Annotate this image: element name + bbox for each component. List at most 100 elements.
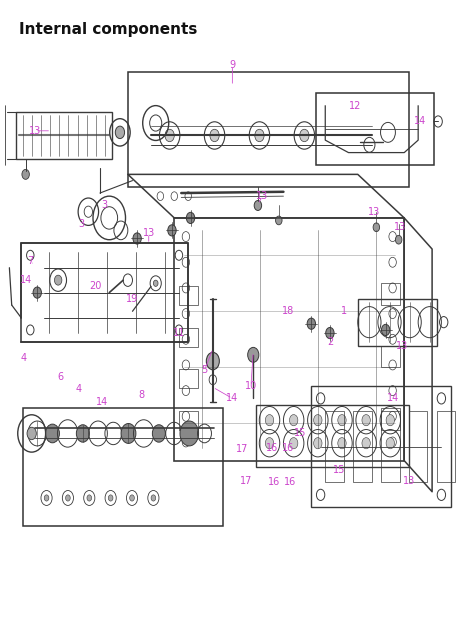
- Bar: [174, 218, 404, 460]
- Bar: [358, 299, 437, 345]
- Circle shape: [338, 438, 346, 449]
- Circle shape: [152, 425, 165, 442]
- Text: 9: 9: [229, 60, 236, 70]
- Bar: [381, 345, 400, 367]
- Bar: [255, 404, 409, 467]
- Circle shape: [248, 347, 259, 363]
- Circle shape: [44, 495, 49, 501]
- Text: 13: 13: [403, 476, 415, 486]
- Text: 7: 7: [27, 257, 33, 267]
- Text: 8: 8: [139, 391, 145, 400]
- Bar: [381, 283, 400, 305]
- Circle shape: [265, 415, 273, 426]
- Circle shape: [362, 438, 370, 449]
- Circle shape: [386, 415, 394, 426]
- Circle shape: [180, 421, 199, 446]
- Text: 11: 11: [173, 328, 185, 338]
- Text: 6: 6: [57, 371, 64, 382]
- Text: 3: 3: [78, 219, 84, 229]
- Bar: [437, 411, 456, 483]
- Text: 14: 14: [386, 394, 399, 403]
- Bar: [381, 408, 400, 429]
- Circle shape: [65, 495, 70, 501]
- Text: 16: 16: [268, 478, 280, 488]
- Text: 14: 14: [19, 275, 32, 285]
- Text: 2: 2: [327, 337, 333, 347]
- Bar: [128, 72, 409, 187]
- Text: 15: 15: [333, 465, 346, 475]
- Text: 13: 13: [256, 191, 269, 201]
- Circle shape: [87, 495, 91, 501]
- Circle shape: [27, 427, 36, 439]
- Text: 14: 14: [226, 394, 238, 403]
- Text: 4: 4: [76, 384, 82, 394]
- Circle shape: [46, 424, 59, 443]
- Text: Internal components: Internal components: [18, 22, 197, 37]
- Circle shape: [314, 415, 322, 426]
- Text: 10: 10: [245, 381, 257, 391]
- Text: 16: 16: [266, 443, 278, 453]
- Text: 15: 15: [293, 427, 306, 438]
- Circle shape: [168, 225, 176, 236]
- Circle shape: [33, 287, 41, 298]
- Circle shape: [154, 280, 158, 286]
- Circle shape: [76, 425, 90, 442]
- Circle shape: [386, 438, 394, 449]
- Circle shape: [382, 324, 390, 335]
- Text: 13: 13: [368, 207, 380, 217]
- Circle shape: [265, 438, 273, 449]
- Bar: [316, 93, 434, 165]
- Bar: [325, 411, 344, 483]
- Circle shape: [115, 126, 125, 138]
- Text: 12: 12: [349, 101, 362, 111]
- Bar: [381, 411, 400, 483]
- Circle shape: [186, 212, 195, 224]
- Circle shape: [151, 495, 155, 501]
- Circle shape: [255, 130, 264, 142]
- Circle shape: [373, 223, 380, 232]
- Circle shape: [121, 424, 136, 443]
- Circle shape: [307, 318, 316, 330]
- Circle shape: [300, 130, 309, 142]
- Circle shape: [133, 233, 141, 244]
- Bar: [179, 328, 198, 347]
- Circle shape: [254, 201, 262, 210]
- Circle shape: [210, 130, 219, 142]
- Text: 19: 19: [127, 294, 138, 304]
- Bar: [16, 112, 111, 159]
- Text: 13: 13: [143, 229, 155, 239]
- Bar: [311, 386, 451, 507]
- Circle shape: [338, 415, 346, 426]
- Text: 18: 18: [282, 306, 294, 316]
- Circle shape: [275, 216, 282, 225]
- Text: 13: 13: [396, 340, 408, 351]
- Bar: [23, 408, 223, 526]
- Circle shape: [314, 438, 322, 449]
- Circle shape: [109, 495, 113, 501]
- Circle shape: [290, 438, 298, 449]
- Circle shape: [290, 415, 298, 426]
- Text: 3: 3: [101, 201, 108, 210]
- Circle shape: [55, 275, 62, 285]
- Circle shape: [326, 328, 334, 338]
- Circle shape: [165, 130, 174, 142]
- Text: 13: 13: [393, 222, 406, 232]
- Text: 16: 16: [282, 443, 294, 453]
- Bar: [409, 411, 428, 483]
- Text: 14: 14: [96, 396, 109, 406]
- Text: 5: 5: [201, 365, 208, 375]
- Circle shape: [206, 352, 219, 370]
- Text: 16: 16: [284, 478, 297, 488]
- Text: 4: 4: [20, 353, 27, 363]
- Text: 13: 13: [29, 126, 41, 136]
- Bar: [21, 243, 188, 342]
- Bar: [179, 411, 198, 429]
- Text: 14: 14: [414, 116, 427, 126]
- Bar: [179, 286, 198, 305]
- Bar: [179, 370, 198, 388]
- Circle shape: [22, 170, 29, 179]
- Text: 17: 17: [236, 444, 248, 455]
- Circle shape: [130, 495, 134, 501]
- Circle shape: [395, 236, 402, 244]
- Text: 20: 20: [89, 281, 101, 291]
